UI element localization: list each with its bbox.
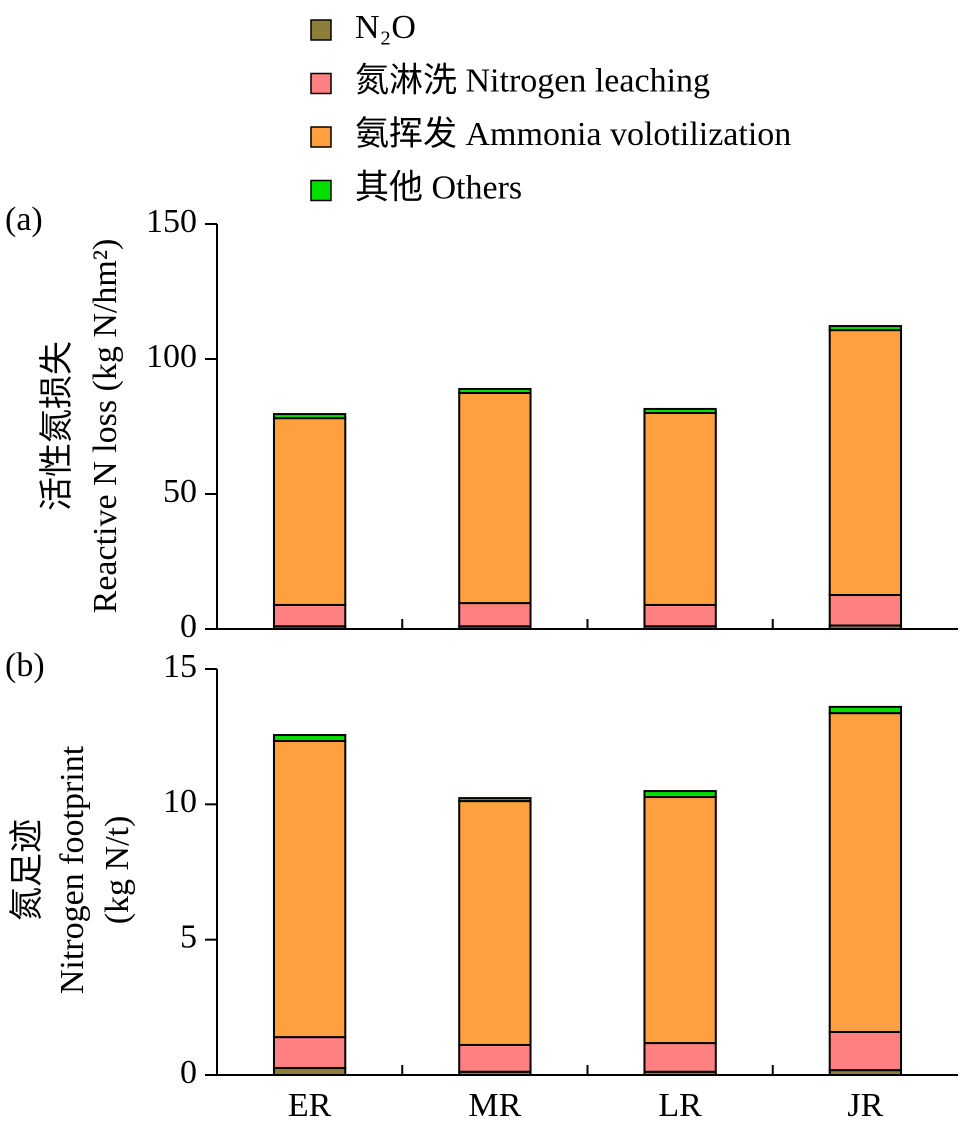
- x-tick-label: ER: [288, 1087, 332, 1124]
- legend-swatch: [310, 179, 332, 202]
- bar-segment: [643, 407, 717, 415]
- panel-label: (b): [5, 647, 45, 684]
- bar-segment: [643, 603, 717, 628]
- legend-label: 其他 Others: [355, 169, 522, 206]
- bar-segment: [643, 796, 717, 1045]
- bar-segment: [272, 603, 347, 628]
- bar-segment: [272, 734, 347, 742]
- y-tick-label: 0: [180, 608, 197, 645]
- y-tick-label: 5: [180, 918, 197, 955]
- x-tick-label: JR: [847, 1087, 883, 1124]
- y-tick-label: 150: [146, 203, 197, 240]
- y-tick-label: 15: [163, 648, 197, 685]
- y-axis-label: Nitrogen footprint: [54, 745, 91, 994]
- bar-segment: [272, 1036, 347, 1069]
- bar-segment: [458, 392, 532, 605]
- bar-segment: [458, 797, 532, 803]
- legend-swatch: [310, 72, 332, 95]
- panel-label: (a): [5, 201, 43, 238]
- bar-segment: [458, 387, 532, 395]
- bar-segment: [643, 790, 717, 799]
- bar-segment: [272, 1066, 347, 1076]
- y-tick-label: 50: [163, 473, 197, 510]
- bar-segment: [272, 413, 347, 420]
- legend-label: 氨挥发 Ammonia volotilization: [355, 115, 791, 153]
- bar-segment: [828, 325, 903, 332]
- bar-segment: [828, 593, 903, 627]
- y-tick-label: 10: [163, 783, 197, 820]
- y-tick-label: 100: [146, 338, 197, 375]
- bar-segment: [828, 1030, 903, 1072]
- y-axis-label: 活性氮损失: [38, 341, 76, 511]
- legend-swatch: [310, 126, 332, 148]
- y-axis-label: 氮足迹: [8, 819, 46, 921]
- legend-label: 氮淋洗 Nitrogen leaching: [355, 61, 710, 99]
- bar-segment: [458, 800, 532, 1046]
- bar-segment: [272, 417, 347, 606]
- bar-segment: [828, 705, 903, 715]
- bar-segment: [643, 1042, 717, 1073]
- y-tick-label: 0: [180, 1054, 197, 1091]
- bar-segment: [458, 1043, 532, 1073]
- y-axis-label: (kg N/t): [99, 816, 136, 925]
- y-axis-label: Reactive N loss (kg N/hm²): [87, 239, 124, 614]
- bar-segment: [643, 412, 717, 606]
- bar-segment: [828, 712, 903, 1033]
- bar-segment: [458, 602, 532, 628]
- x-tick-label: LR: [658, 1087, 702, 1124]
- x-tick-label: MR: [468, 1087, 521, 1124]
- bar-segment: [272, 739, 347, 1039]
- legend-label: N₂O: [355, 9, 416, 46]
- bar-segment: [828, 329, 903, 596]
- legend-swatch: [310, 19, 332, 41]
